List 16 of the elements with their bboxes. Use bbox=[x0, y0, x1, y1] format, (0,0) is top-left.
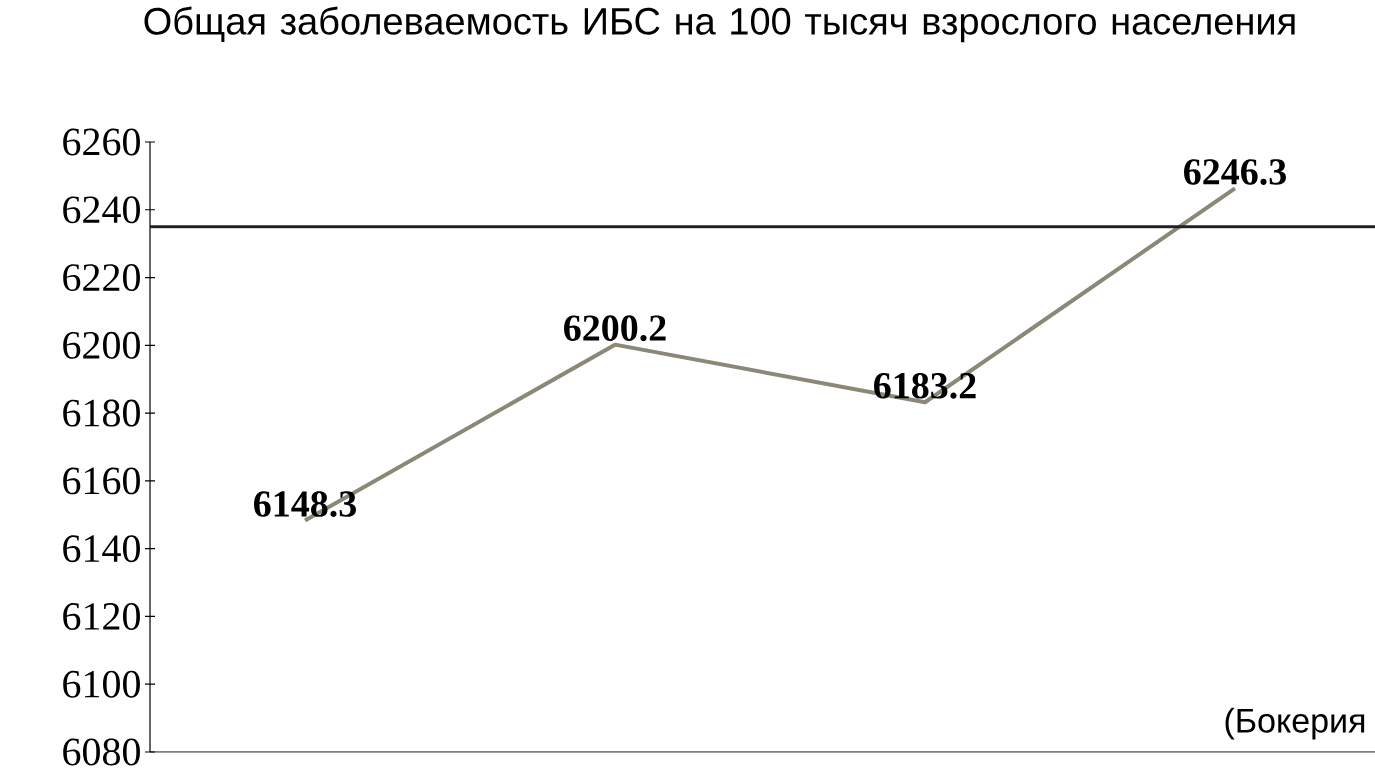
y-tick-label: 6180 bbox=[63, 399, 140, 427]
data-label: 6148.3 bbox=[254, 491, 356, 517]
y-tick-label: 6120 bbox=[63, 602, 140, 630]
data-label: 6183.2 bbox=[874, 372, 976, 399]
y-tick-label: 6140 bbox=[63, 535, 140, 563]
y-tick-label: 6260 bbox=[63, 128, 140, 156]
y-tick-label: 6100 bbox=[63, 670, 140, 698]
y-tick-label: 6080 bbox=[63, 738, 140, 766]
y-tick-label: 6200 bbox=[63, 331, 140, 359]
data-label: 6246.3 bbox=[1184, 159, 1286, 185]
data-label: 6200.2 bbox=[564, 315, 666, 342]
y-tick-label: 6220 bbox=[63, 264, 140, 292]
annotation: (Бокерия bbox=[1225, 707, 1365, 740]
y-tick-label: 6160 bbox=[63, 467, 140, 495]
chart-title: Общая заболеваемость ИБС на 100 тысяч взрослого населения bbox=[144, 6, 1295, 43]
y-tick-label: 6240 bbox=[63, 196, 140, 224]
